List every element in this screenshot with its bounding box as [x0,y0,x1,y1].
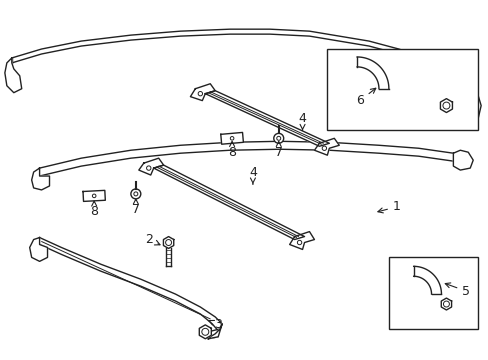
Text: 8: 8 [90,201,98,218]
Polygon shape [30,238,47,261]
Polygon shape [190,84,215,100]
Text: 3: 3 [208,318,222,331]
Polygon shape [356,57,388,89]
Polygon shape [314,138,339,155]
Polygon shape [139,158,163,175]
Polygon shape [452,150,472,170]
Polygon shape [440,298,450,310]
Bar [326,49,477,130]
Circle shape [442,102,449,109]
Polygon shape [153,165,304,239]
Polygon shape [208,324,222,339]
Circle shape [230,136,233,140]
Circle shape [276,136,280,140]
Circle shape [134,192,138,196]
Circle shape [297,240,301,245]
Text: 4: 4 [248,166,256,184]
Polygon shape [32,168,49,190]
Circle shape [146,166,151,170]
Circle shape [322,146,326,150]
Polygon shape [40,141,452,176]
Polygon shape [440,99,451,113]
Circle shape [443,301,448,307]
Circle shape [165,239,171,246]
Polygon shape [40,238,222,339]
Polygon shape [457,93,480,122]
Polygon shape [5,58,21,93]
Circle shape [202,328,208,335]
Text: 8: 8 [227,141,236,159]
Circle shape [273,133,283,143]
Circle shape [92,194,96,198]
Polygon shape [205,91,328,146]
Text: 5: 5 [445,283,469,298]
Circle shape [131,189,141,199]
Polygon shape [83,190,105,201]
Circle shape [198,91,202,96]
Text: 1: 1 [377,200,400,213]
Polygon shape [289,231,314,249]
Polygon shape [163,237,173,248]
Text: 2: 2 [144,233,160,246]
Text: 7: 7 [274,141,282,159]
Bar [388,257,477,329]
Polygon shape [12,29,472,98]
Text: 4: 4 [298,112,306,131]
Polygon shape [413,266,441,294]
Polygon shape [221,132,243,144]
Polygon shape [199,325,211,339]
Text: 6: 6 [355,88,375,107]
Text: 7: 7 [132,199,140,216]
